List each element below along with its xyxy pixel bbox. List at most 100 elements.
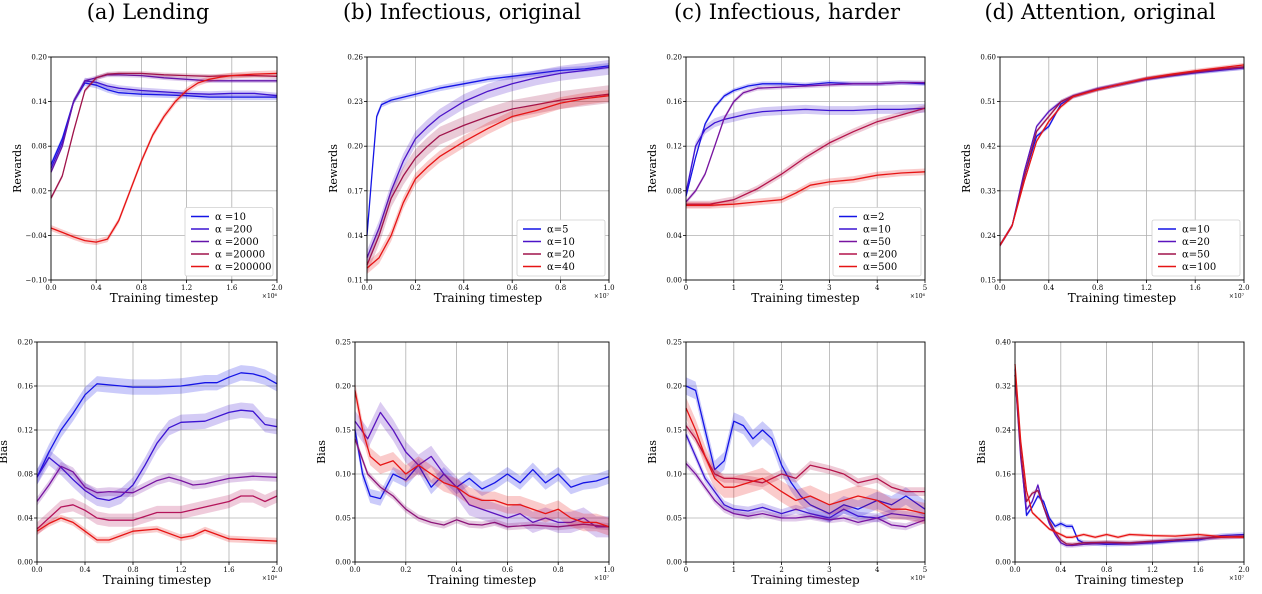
legend-entry: α=200 — [863, 250, 897, 261]
series-line-0 — [685, 81, 926, 197]
x-axis-label: Training timestep — [1068, 291, 1177, 305]
chart-infectious-original-rewards: 0.0 0.2 0.4 0.6 0.8 1.0 0.11 0.14 0.17 0.20 0.23 0.… — [327, 54, 615, 306]
legend-entry: α =200000 — [215, 262, 271, 273]
series-band-1 — [686, 103, 925, 198]
x-tick-label: 1.0 — [603, 284, 614, 292]
x-tick-label: 0.6 — [502, 566, 514, 574]
x-tick-label: 0.0 — [349, 566, 360, 574]
y-tick-label: 0.05 — [666, 515, 682, 523]
x-tick-label: 0.4 — [1055, 566, 1067, 574]
x-tick-label: 0.2 — [410, 284, 421, 292]
chart-infectious-original-bias: 0.0 0.2 0.4 0.6 0.8 1.0 0.00 0.05 0.10 0.15 0.20 0.… — [315, 339, 615, 588]
y-tick-label: 0.12 — [17, 427, 33, 435]
x-tick-label: 0.4 — [458, 284, 470, 292]
axes-frame — [50, 56, 278, 281]
x-tick-label: 4 — [875, 566, 880, 574]
y-tick-label: 0.12 — [666, 143, 682, 151]
panel-title-c: (c) Infectious, harder — [673, 0, 901, 24]
x-axis-label: Training timestep — [751, 291, 860, 305]
x-axis-label: Training timestep — [1075, 573, 1184, 587]
y-tick-label: 0.60 — [980, 54, 996, 62]
x-tick-label: 0.8 — [555, 284, 566, 292]
series-line-0 — [354, 429, 610, 500]
x-tick-label: 1.2 — [175, 566, 186, 574]
y-axis-label: Rewards — [11, 144, 24, 193]
series-line-4 — [685, 407, 926, 515]
x-tick-label: 2.0 — [271, 566, 282, 574]
axes-frame — [366, 56, 610, 281]
y-tick-label: 0.20 — [17, 339, 33, 347]
x-tick-label: 2.0 — [271, 284, 282, 292]
x-tick-label: 1.0 — [603, 566, 614, 574]
x-tick-label: 0.0 — [361, 284, 372, 292]
series-line-3 — [685, 425, 925, 493]
chart-attention-original-bias: 0.0 0.4 0.8 1.2 1.6 2.0 0.00 0.08 0.16 0.24 0.32 0.… — [975, 339, 1250, 588]
y-tick-label: 0.17 — [347, 187, 363, 195]
series-line-2 — [999, 66, 1245, 246]
series-line-3 — [999, 64, 1245, 246]
y-tick-label: 0.20 — [31, 54, 47, 62]
legend-entry: α=50 — [1182, 250, 1210, 261]
x-tick-label: 2 — [779, 284, 783, 292]
series-line-2 — [1014, 374, 1245, 546]
x-tick-label: 0.4 — [451, 566, 463, 574]
y-tick-label: 0.00 — [17, 559, 33, 567]
chart-attention-original-rewards: 0.0 0.4 0.8 1.2 1.6 2.0 0.15 0.24 0.33 0.42 0.51 0.… — [960, 54, 1250, 306]
legend-entry: α=20 — [547, 250, 575, 261]
y-axis-label: Bias — [0, 440, 10, 464]
y-tick-label: −0.04 — [26, 232, 48, 240]
x-tick-label: 0.0 — [31, 566, 42, 574]
legend-entry: α=100 — [1182, 262, 1216, 273]
y-tick-label: 0.25 — [666, 339, 682, 347]
legend-entry: α =10 — [215, 212, 246, 223]
y-tick-label: 0.20 — [666, 54, 682, 62]
x-multiplier: ×10⁶ — [262, 575, 278, 582]
series-line-0 — [1014, 369, 1245, 546]
series-line-0 — [999, 67, 1245, 246]
x-axis-label: Training timestep — [434, 291, 543, 305]
x-tick-label: 0 — [684, 566, 688, 574]
series-band-1 — [686, 430, 925, 523]
x-axis-label: Training timestep — [103, 573, 212, 587]
x-tick-label: 1.6 — [1193, 566, 1205, 574]
series-line-1 — [685, 107, 926, 194]
series-line-3 — [36, 495, 278, 530]
series-line-2 — [354, 438, 610, 528]
series-band-3 — [686, 421, 925, 496]
y-tick-label: 0.15 — [666, 427, 682, 435]
x-tick-label: 3 — [827, 284, 831, 292]
y-tick-label: 0.04 — [17, 515, 33, 523]
chart-infectious-harder-bias: 0 1 2 3 4 5 0.00 0.05 0.10 0.15 0.20 0.25 ×10⁶ Traini… — [646, 339, 927, 588]
x-tick-label: 5 — [923, 566, 927, 574]
series-line-1 — [366, 66, 610, 258]
series-line-3 — [1014, 363, 1245, 538]
y-tick-label: 0.24 — [980, 232, 996, 240]
y-tick-label: 0.25 — [335, 339, 351, 347]
series-line-2 — [50, 74, 277, 173]
y-tick-label: 0.16 — [666, 98, 682, 106]
y-tick-label: 0.08 — [31, 143, 47, 151]
chart-infectious-harder-rewards: 0 1 2 3 4 5 0.00 0.04 0.08 0.12 0.16 0.20 ×10⁶ Traini… — [646, 54, 927, 306]
series-band-2 — [37, 461, 277, 506]
x-multiplier: ×10⁶ — [910, 293, 926, 300]
y-tick-label: 0.08 — [995, 515, 1011, 523]
x-tick-label: 1 — [732, 284, 736, 292]
x-multiplier: ×10⁷ — [594, 575, 610, 582]
series-line-2 — [366, 93, 610, 266]
axes-frame — [999, 56, 1245, 281]
series-line-4 — [36, 517, 278, 542]
y-tick-label: 0.08 — [17, 471, 33, 479]
y-tick-label: 0.10 — [335, 471, 351, 479]
legend-entry: α=10 — [1182, 225, 1210, 236]
y-tick-label: 0.00 — [666, 559, 682, 567]
y-tick-label: 0.15 — [980, 277, 996, 285]
series-band-2 — [367, 85, 609, 275]
y-tick-label: 0.05 — [335, 515, 351, 523]
x-tick-label: 0.0 — [994, 284, 1005, 292]
series-band-4 — [686, 397, 925, 525]
panel-title-d: (d) Attention, original — [984, 0, 1216, 24]
x-multiplier: ×10⁷ — [594, 293, 610, 300]
series-band-3 — [686, 104, 925, 208]
